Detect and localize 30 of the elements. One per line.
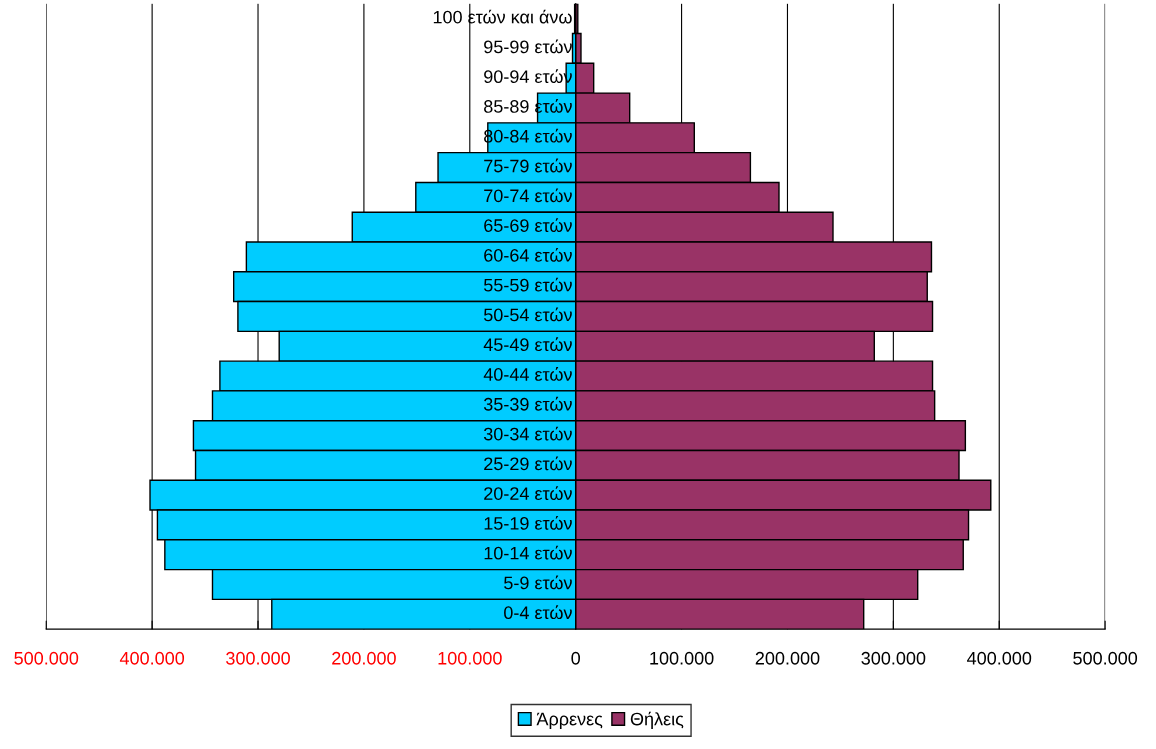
y-tick-label: 5-9 ετών <box>504 575 572 590</box>
y-tick-label: 20-24 ετών <box>484 486 572 500</box>
x-tick-label: 500.000 <box>14 651 79 665</box>
y-tick-label: 25-29 ετών <box>484 456 572 471</box>
x-tick-label: 400.000 <box>967 651 1032 665</box>
y-tick-label: 0-4 ετών <box>504 605 572 620</box>
y-tick-label: 30-34 ετών <box>483 426 572 441</box>
y-tick-label: 75-79 ετών <box>484 158 572 173</box>
legend-label: Θήλεις <box>630 711 684 729</box>
legend-label: Άρρενες <box>536 712 603 729</box>
x-tick-label: 200.000 <box>332 651 396 665</box>
x-tick-label: 0 <box>571 651 580 665</box>
x-tick-label: 300.000 <box>226 651 290 665</box>
x-tick-label: 100.000 <box>438 651 502 665</box>
x-tick-label: 400.000 <box>119 651 185 665</box>
y-tick-label: 95-99 ετών <box>484 39 572 54</box>
y-tick-label: 10-14 ετών <box>484 545 572 560</box>
y-tick-label: 45-49 ετών <box>483 337 572 352</box>
y-tick-label: 70-74 ετών <box>484 188 572 203</box>
x-tick-label: 100.000 <box>650 651 714 665</box>
y-tick-label: 40-44 ετών <box>483 367 572 381</box>
y-tick-label: 35-39 ετών <box>483 396 572 411</box>
x-tick-label: 200.000 <box>755 651 820 665</box>
y-tick-label: 65-69 ετών <box>484 218 572 232</box>
y-tick-label: 15-19 ετών <box>484 515 572 530</box>
y-tick-label: 55-59 ετών <box>483 277 572 292</box>
y-tick-label: 60-64 ετών <box>484 247 572 262</box>
y-tick-label: 50-54 ετών <box>483 307 572 322</box>
x-tick-label: 500.000 <box>1073 651 1138 665</box>
x-tick-label: 300.000 <box>861 651 926 665</box>
